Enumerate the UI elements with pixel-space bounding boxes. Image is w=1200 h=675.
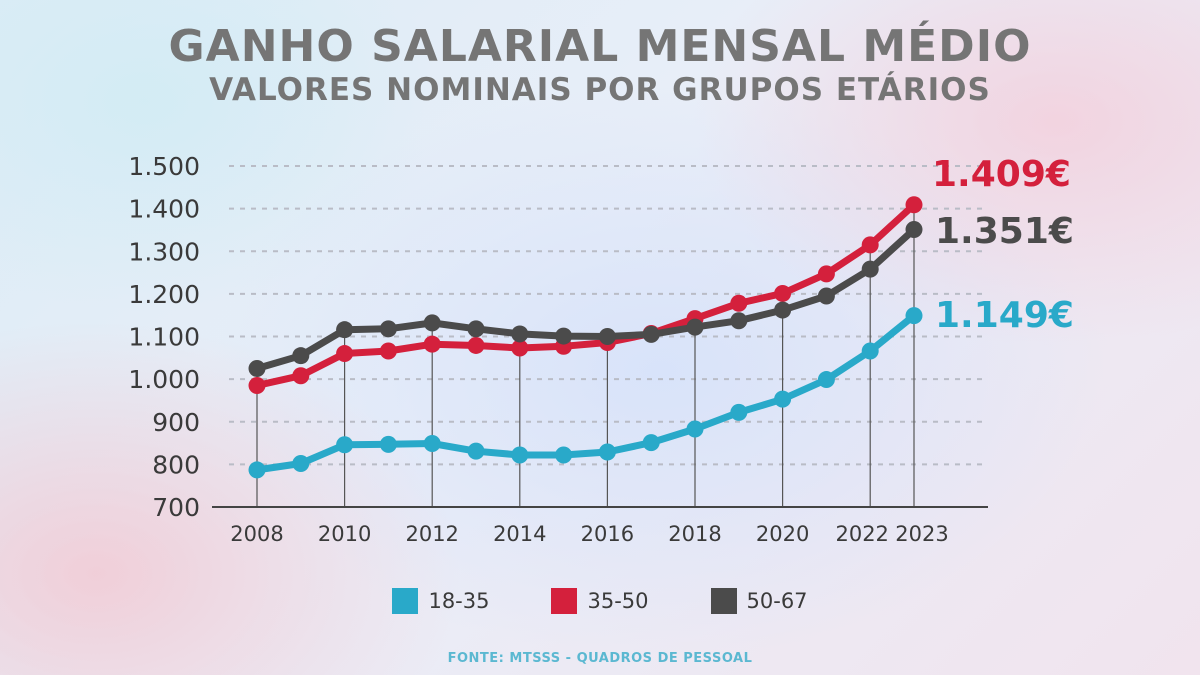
y-tick-label: 1.300 [128,237,200,266]
legend-label: 18-35 [428,589,490,613]
source-note: FONTE: MTSSS - QUADROS DE PESSOAL [447,651,753,666]
x-tick-label: 2016 [581,522,634,546]
series-line-18-35 [253,312,918,474]
data-point-18-35 [336,436,354,454]
data-point-50-67 [730,312,748,330]
data-point-35-50 [730,294,748,312]
data-point-18-35 [774,390,792,408]
series-line-50-67 [253,226,918,372]
data-point-18-35 [642,434,660,452]
data-point-50-67 [555,327,573,345]
x-tick-label: 2020 [756,522,809,546]
data-point-35-50 [248,377,266,395]
data-point-18-35 [817,371,835,389]
y-tick-label: 1.200 [128,280,200,309]
x-tick-label: 2014 [493,522,546,546]
data-point-18-35 [730,403,748,421]
data-point-18-35 [598,443,616,461]
legend-label: 50-67 [746,589,808,613]
data-point-50-67 [817,287,835,305]
data-point-35-50 [379,342,397,360]
data-point-35-50 [861,236,879,254]
y-tick-label: 900 [152,408,200,437]
data-point-18-35 [511,446,529,464]
y-tick-label: 1.100 [128,323,200,352]
x-tick-label: 2012 [405,522,458,546]
data-point-18-35 [248,461,266,479]
data-point-35-50 [467,336,485,354]
legend-swatch [551,588,578,614]
data-point-50-67 [423,314,441,332]
data-point-35-50 [292,367,310,385]
x-tick-label: 2008 [230,522,283,546]
data-point-18-35 [379,435,397,453]
legend-swatch [710,588,737,614]
data-point-50-67 [686,318,704,336]
legend-item-50-67: 50-67 [710,588,808,614]
y-tick-label: 1.500 [128,152,200,181]
chart-title: GANHO SALARIAL MENSAL MÉDIO [168,21,1032,72]
data-point-50-67 [292,347,310,365]
data-point-50-67 [467,320,485,338]
x-tick-label: 2022 [835,522,888,546]
data-point-50-67 [511,325,529,343]
data-point-18-35 [555,446,573,464]
y-tick-label: 1.000 [128,365,200,394]
data-point-18-35 [861,342,879,360]
data-point-50-67 [336,321,354,339]
chart-subtitle: VALORES NOMINAIS POR GRUPOS ETÁRIOS [209,72,991,108]
data-point-18-35 [686,420,704,438]
legend-item-18-35: 18-35 [392,588,489,614]
y-tick-label: 1.400 [128,195,200,224]
data-point-35-50 [774,284,792,302]
x-tick-label: 2018 [668,522,721,546]
legend-label: 35-50 [587,589,649,613]
data-point-50-67 [248,359,266,377]
end-label-50-67: 1.351€ [935,211,1074,252]
end-label-18-35: 1.149€ [935,295,1074,336]
data-point-50-67 [774,301,792,319]
data-point-18-35 [467,442,485,460]
data-point-50-67 [861,260,879,278]
y-tick-label: 700 [152,493,200,522]
data-point-35-50 [905,196,923,214]
y-tick-label: 800 [152,450,200,479]
data-point-50-67 [905,221,923,239]
end-label-35-50: 1.409€ [932,154,1071,195]
legend-swatch [392,588,419,614]
series-line-35-50 [253,201,918,389]
data-point-35-50 [817,265,835,283]
data-point-35-50 [336,345,354,363]
legend: 18-35 35-50 50-67 [0,588,1200,614]
data-point-50-67 [642,325,660,343]
data-point-18-35 [292,455,310,473]
data-point-35-50 [511,339,529,357]
data-point-50-67 [379,320,397,338]
data-point-50-67 [598,328,616,345]
x-tick-label: 2023 [895,522,948,546]
data-point-18-35 [423,434,441,452]
x-tick-label: 2010 [318,522,371,546]
legend-item-35-50: 35-50 [551,588,649,614]
data-point-35-50 [423,335,441,353]
data-point-18-35 [905,307,923,325]
